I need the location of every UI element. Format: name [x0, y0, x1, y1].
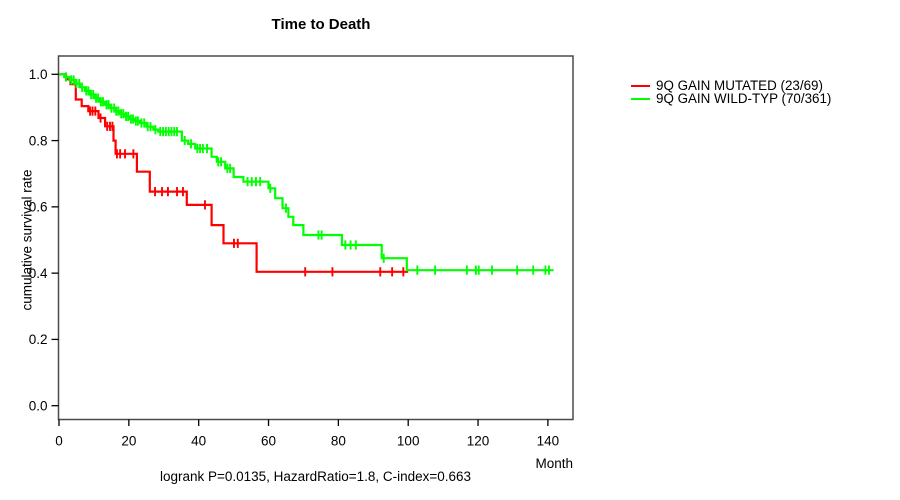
y-tick-label: 0.6 — [29, 200, 48, 215]
legend: 9Q GAIN MUTATED (23/69) 9Q GAIN WILD-TYP… — [631, 78, 832, 106]
y-tick-label: 0.0 — [29, 399, 48, 414]
chart-title: Time to Death — [271, 16, 371, 33]
x-tick-label: 140 — [537, 434, 560, 449]
legend-line-red — [631, 85, 650, 88]
y-tick-label: 0.4 — [29, 266, 48, 281]
x-tick-label: 80 — [331, 434, 346, 449]
x-tick-label: 20 — [121, 434, 136, 449]
legend-label-wildtype: 9Q GAIN WILD-TYP (70/361) — [656, 90, 832, 106]
legend-line-green — [631, 97, 650, 100]
y-axis-label: cumulative survival rate — [19, 169, 35, 311]
y-tick-label: 0.2 — [29, 332, 48, 347]
legend-item-wildtype: 9Q GAIN WILD-TYP (70/361) — [631, 90, 832, 106]
x-tick-label: 40 — [191, 434, 206, 449]
x-tick-label: 0 — [55, 434, 63, 449]
survival-curve-wildtype — [59, 73, 554, 272]
x-tick-label: 100 — [397, 434, 420, 449]
x-axis-unit-label: Month — [535, 456, 573, 471]
x-tick-label: 60 — [261, 434, 276, 449]
legend-item-mutated: 9Q GAIN MUTATED (23/69) — [631, 78, 831, 93]
plot-border — [57, 55, 574, 421]
y-tick-label: 1.0 — [29, 67, 48, 82]
stats-annotation: logrank P=0.0135, HazardRatio=1.8, C-ind… — [159, 469, 472, 484]
x-tick-label: 120 — [467, 434, 490, 449]
legend-label-mutated: 9Q GAIN MUTATED (23/69) — [656, 78, 823, 93]
y-tick-label: 0.8 — [29, 133, 48, 148]
